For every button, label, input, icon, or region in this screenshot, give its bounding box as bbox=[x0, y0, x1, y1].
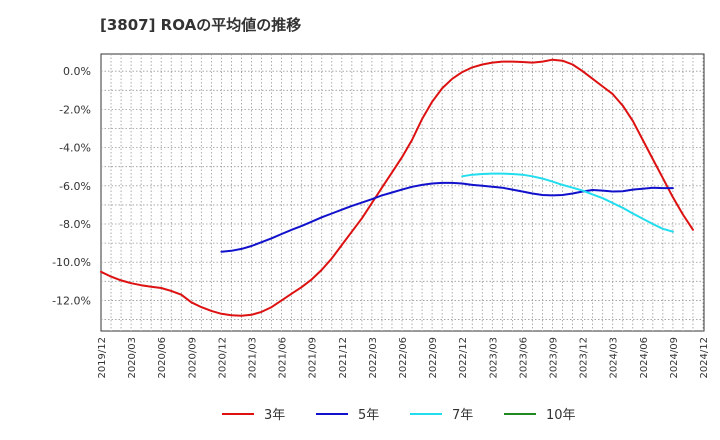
x-tick-label: 2023/12 bbox=[579, 337, 590, 379]
x-tick-label: 2022/03 bbox=[368, 337, 379, 379]
x-tick-label: 2020/06 bbox=[157, 337, 168, 379]
y-tick-label: -12.0% bbox=[52, 294, 91, 307]
x-tick-label: 2021/03 bbox=[248, 337, 259, 379]
grid-layer bbox=[101, 54, 704, 331]
y-tick-label: -4.0% bbox=[59, 142, 91, 155]
y-tick-label: -10.0% bbox=[52, 256, 91, 269]
x-tick-label: 2023/06 bbox=[518, 337, 529, 379]
y-tick-label: -6.0% bbox=[59, 180, 91, 193]
series-line-0 bbox=[100, 58, 694, 317]
legend: 3年 5年 7年 10年 bbox=[222, 408, 576, 423]
series-line-1 bbox=[220, 181, 674, 253]
x-tick-label: 2022/09 bbox=[428, 337, 439, 379]
legend-label-2: 7年 bbox=[452, 408, 473, 423]
x-tick-label: 2024/12 bbox=[699, 337, 710, 379]
x-tick-label: 2019/12 bbox=[97, 337, 108, 379]
y-axis: 0.0% -2.0% -4.0% -6.0% -8.0% -10.0% -12.0% bbox=[52, 65, 91, 307]
x-tick-label: 2022/12 bbox=[458, 337, 469, 379]
x-tick-label: 2023/03 bbox=[488, 337, 499, 379]
x-tick-label: 2022/06 bbox=[398, 337, 409, 379]
series-line-2 bbox=[461, 172, 674, 233]
legend-label-0: 3年 bbox=[264, 408, 285, 423]
y-tick-label: 0.0% bbox=[63, 65, 91, 78]
x-tick-label: 2024/09 bbox=[669, 337, 680, 379]
x-tick-label: 2024/03 bbox=[609, 337, 620, 379]
legend-label-1: 5年 bbox=[358, 408, 379, 423]
x-tick-label: 2020/09 bbox=[187, 337, 198, 379]
chart-title: [3807] ROAの平均値の推移 bbox=[100, 16, 302, 34]
legend-label-3: 10年 bbox=[546, 408, 576, 423]
x-tick-label: 2021/09 bbox=[308, 337, 319, 379]
x-tick-label: 2020/03 bbox=[127, 337, 138, 379]
x-tick-label: 2023/09 bbox=[549, 337, 560, 379]
y-tick-label: -8.0% bbox=[59, 218, 91, 231]
x-tick-label: 2021/06 bbox=[278, 337, 289, 379]
x-tick-label: 2021/12 bbox=[338, 337, 349, 379]
series-layer bbox=[100, 58, 694, 317]
y-tick-label: -2.0% bbox=[59, 103, 91, 116]
x-tick-label: 2020/12 bbox=[217, 337, 228, 379]
x-tick-label: 2024/06 bbox=[639, 337, 650, 379]
x-axis: 2019/12 2020/03 2020/06 2020/09 2020/12 2021/… bbox=[97, 337, 710, 379]
